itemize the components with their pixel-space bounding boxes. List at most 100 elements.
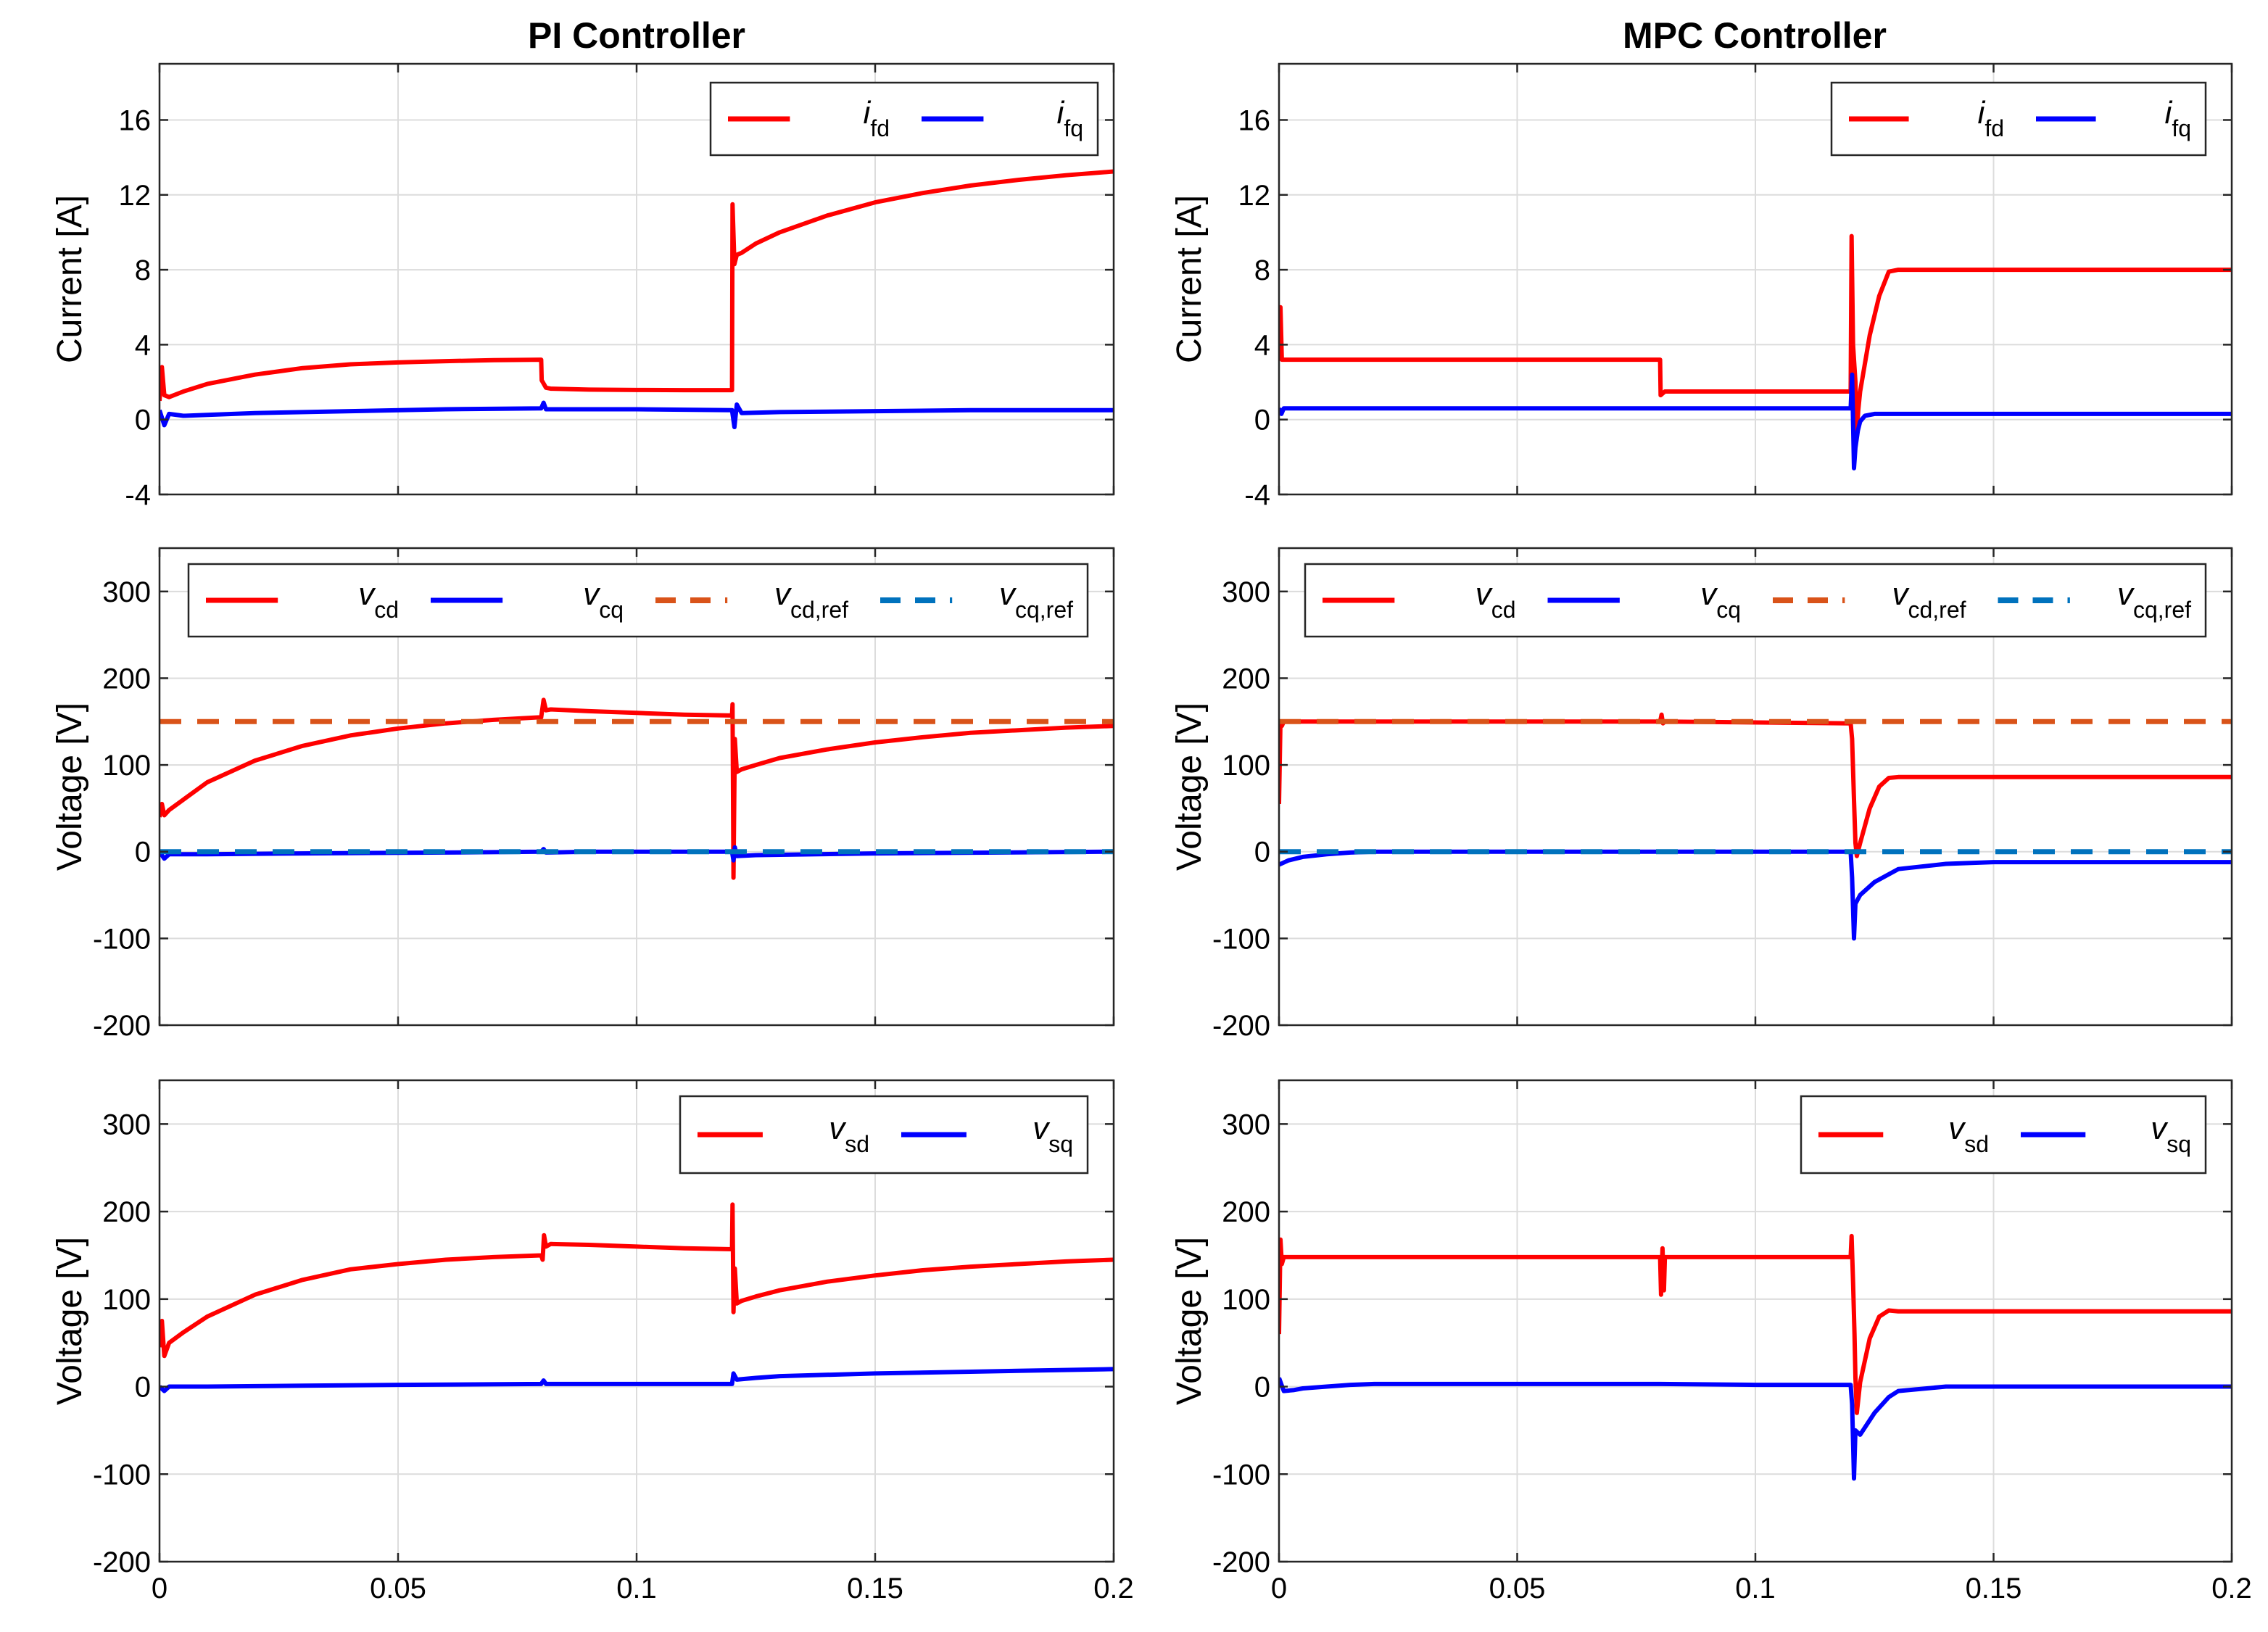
legend-label: vcq xyxy=(583,576,624,623)
legend: ifd ifq xyxy=(1830,81,2207,157)
y-tick-label: 16 xyxy=(1238,104,1271,136)
series-i-fd xyxy=(160,169,1114,402)
x-tick-label: 0.15 xyxy=(1966,1573,2022,1604)
y-tick-label: 0 xyxy=(135,837,151,869)
x-tick-label: 0.15 xyxy=(847,1573,903,1604)
legend-label: vcq,ref xyxy=(2117,576,2191,623)
panel-mpc-vs: -200 -100 0 100 200 300 0 0.05 0.1 0.15 0.2 Voltage… xyxy=(1170,1079,2252,1604)
y-tick-label: 100 xyxy=(1222,750,1270,782)
x-tick-label: 0.05 xyxy=(1489,1573,1546,1604)
legend-label: vsq xyxy=(2151,1111,2191,1157)
y-tick-label: 300 xyxy=(1222,1109,1270,1140)
y-tick-label: 4 xyxy=(135,329,151,361)
y-tick-label: 0 xyxy=(135,405,151,436)
x-tick-label: 0 xyxy=(152,1573,167,1604)
series-i-fq xyxy=(160,400,1114,429)
y-tick-label: 200 xyxy=(102,1196,151,1228)
x-tick-label: 0 xyxy=(1271,1573,1287,1604)
legend-label: ifd xyxy=(864,95,890,141)
y-axis-label: Voltage [V] xyxy=(1170,1237,1209,1405)
legend-label: vcd xyxy=(1476,576,1516,623)
series-i-fd xyxy=(1279,233,2232,437)
panel-pi-current: -4 0 4 8 12 16 Current [A] ifd ifq xyxy=(51,62,1115,511)
x-tick-label: 0.05 xyxy=(370,1573,426,1604)
y-tick-label: -200 xyxy=(93,1010,151,1042)
y-tick-label: 0 xyxy=(1254,837,1270,869)
series-i-fq xyxy=(1279,372,2232,471)
y-tick-label: 200 xyxy=(102,663,151,695)
y-tick-label: -100 xyxy=(1212,923,1270,955)
y-tick-label: -100 xyxy=(93,1459,151,1491)
y-tick-label: 200 xyxy=(1222,663,1270,695)
y-tick-label: 8 xyxy=(1254,254,1270,286)
legend-label: vcq xyxy=(1700,576,1741,623)
panel-mpc-current: -4 0 4 8 12 16 Current [A] ifd ifq xyxy=(1170,62,2233,511)
y-axis-label: Current [A] xyxy=(51,195,89,363)
y-axis-label: Voltage [V] xyxy=(51,1237,89,1405)
y-tick-label: -100 xyxy=(1212,1459,1270,1491)
legend: ifd ifq xyxy=(709,81,1099,157)
series-v-sq xyxy=(160,1367,1114,1393)
series-v-cd xyxy=(160,697,1114,880)
y-tick-label: 12 xyxy=(1238,180,1271,212)
legend-label: vcd,ref xyxy=(774,576,848,623)
series-v-sd xyxy=(1279,1233,2232,1415)
legend-label: ifq xyxy=(2165,95,2191,141)
panel-mpc-vc: -200 -100 0 100 200 300 Voltage [V] vcd vcq vcd,r… xyxy=(1170,547,2233,1042)
series-group xyxy=(160,697,1114,880)
legend-label: vsd xyxy=(829,1111,869,1157)
y-tick-label: 0 xyxy=(1254,1372,1270,1404)
y-tick-label: -4 xyxy=(1244,479,1270,511)
series-group xyxy=(1279,712,2232,941)
y-tick-label: -200 xyxy=(1212,1010,1270,1042)
legend: vcd vcq vcd,ref vcq,ref xyxy=(187,563,1089,638)
y-tick-label: -4 xyxy=(125,479,151,511)
x-tick-label: 0.2 xyxy=(2211,1573,2252,1604)
y-axis-label: Voltage [V] xyxy=(51,703,89,871)
series-group xyxy=(1279,1233,2232,1481)
panel-pi-vc: -200 -100 0 100 200 300 Voltage [V] vcd vcq vcd,r… xyxy=(51,547,1115,1042)
y-axis-label: Current [A] xyxy=(1170,195,1209,363)
legend: vcd vcq vcd,ref vcq,ref xyxy=(1304,563,2207,638)
y-tick-label: 16 xyxy=(119,104,152,136)
legend-label: ifq xyxy=(1057,95,1083,141)
y-tick-label: 300 xyxy=(1222,576,1270,608)
x-tick-label: 0.1 xyxy=(616,1573,657,1604)
series-group xyxy=(160,169,1114,429)
legend-box xyxy=(187,563,1089,638)
y-tick-label: 4 xyxy=(1254,329,1270,361)
legend-label: vcq,ref xyxy=(999,576,1073,623)
y-tick-label: 12 xyxy=(119,180,152,212)
y-tick-label: 8 xyxy=(135,254,151,286)
series-v-sq xyxy=(1279,1377,2232,1481)
legend-box xyxy=(1304,563,2207,638)
legend: vsd vsq xyxy=(679,1095,1089,1175)
column-title-mpc: MPC Controller xyxy=(1623,15,1887,56)
y-tick-label: 200 xyxy=(1222,1196,1270,1228)
y-tick-label: 300 xyxy=(102,1109,151,1140)
y-axis-label: Voltage [V] xyxy=(1170,703,1209,871)
y-tick-label: 300 xyxy=(102,576,151,608)
legend-label: ifd xyxy=(1978,95,2004,141)
legend-label: vcd,ref xyxy=(1892,576,1966,623)
legend: vsd vsq xyxy=(1800,1095,2207,1175)
y-tick-label: 100 xyxy=(102,750,151,782)
y-tick-label: -100 xyxy=(93,923,151,955)
legend-label: vsd xyxy=(1948,1111,1989,1157)
legend-label: vcd xyxy=(358,576,399,623)
legend-label: vsq xyxy=(1032,1111,1073,1157)
y-tick-label: 0 xyxy=(1254,405,1270,436)
y-tick-label: 100 xyxy=(102,1284,151,1316)
series-group xyxy=(1279,233,2232,471)
y-tick-label: 0 xyxy=(135,1372,151,1404)
column-title-pi: PI Controller xyxy=(528,15,745,56)
y-tick-label: 100 xyxy=(1222,1284,1270,1316)
x-tick-label: 0.1 xyxy=(1735,1573,1776,1604)
panel-pi-vs: -200 -100 0 100 200 300 0 0.05 0.1 0.15 0.2 Voltage… xyxy=(51,1079,1134,1604)
y-tick-label: -200 xyxy=(1212,1546,1270,1578)
series-v-sd xyxy=(160,1202,1114,1359)
series-group xyxy=(160,1202,1114,1393)
x-tick-label: 0.2 xyxy=(1093,1573,1134,1604)
series-v-cq xyxy=(1279,849,2232,941)
